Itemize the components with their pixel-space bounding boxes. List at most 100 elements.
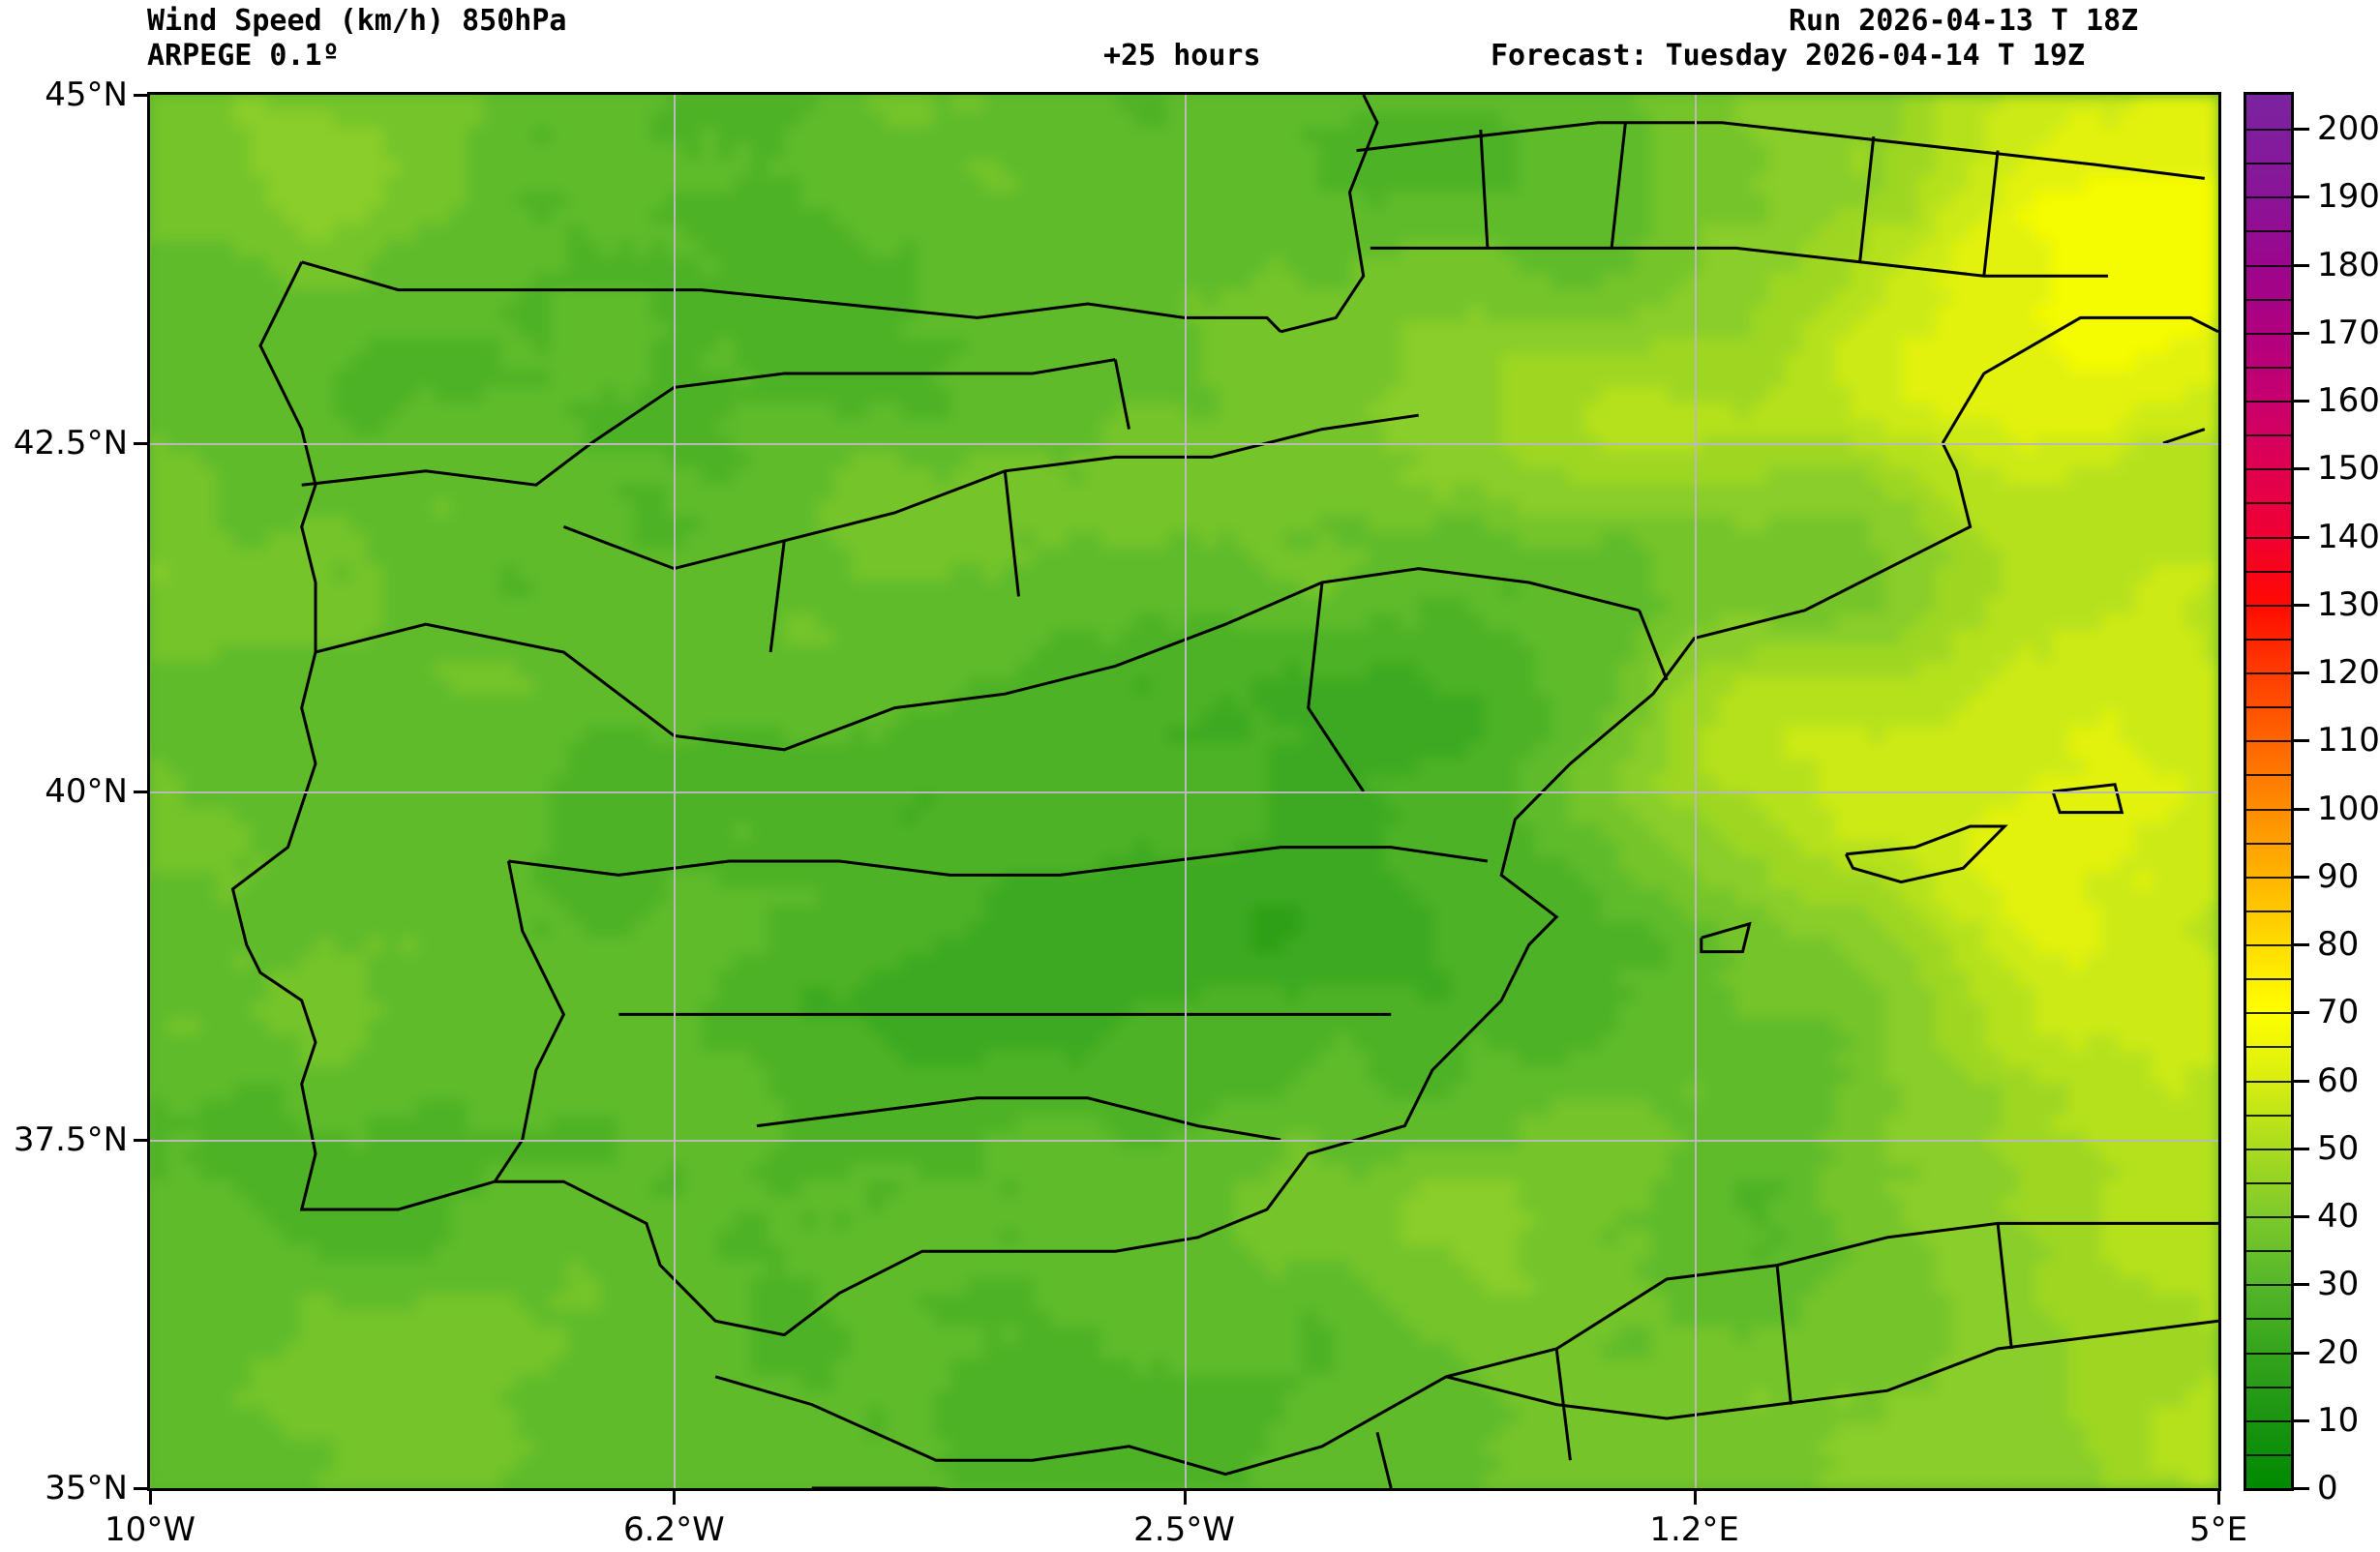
colorbar-tick: [2294, 331, 2309, 335]
colorbar-segment-line: [2246, 401, 2291, 403]
colorbar-tick: [2294, 807, 2309, 811]
colorbar-segment-line: [2246, 264, 2291, 267]
lon-tick-label: 5°E: [2188, 1510, 2248, 1549]
lat-tick: [134, 94, 147, 97]
colorbar-tick: [2294, 1418, 2309, 1422]
lat-tick-label: 45°N: [45, 75, 128, 114]
lon-tick: [149, 1491, 152, 1505]
lat-tick-label: 42.5°N: [13, 424, 128, 463]
colorbar-tick-label: 80: [2317, 925, 2360, 965]
lat-tick-label: 37.5°N: [13, 1120, 128, 1159]
colorbar-tick: [2294, 1283, 2309, 1287]
colorbar-tick-label: 70: [2317, 993, 2360, 1032]
colorbar-segment-line: [2246, 1284, 2291, 1287]
colorbar-segment-line: [2246, 842, 2291, 845]
model-label: ARPEGE 0.1º: [147, 39, 340, 73]
colorbar-tick-label: 150: [2317, 449, 2380, 489]
colorbar-segment-line: [2246, 740, 2291, 743]
colorbar-segment-line: [2246, 332, 2291, 335]
colorbar-tick-label: 110: [2317, 721, 2380, 761]
colorbar-tick: [2294, 875, 2309, 879]
colorbar-tick: [2294, 1079, 2309, 1083]
colorbar-segment-line: [2246, 1046, 2291, 1049]
colorbar-segment-line: [2246, 570, 2291, 573]
colorbar-segment-line: [2246, 638, 2291, 641]
colorbar-tick-label: 190: [2317, 177, 2380, 217]
colorbar-tick: [2294, 263, 2309, 267]
colorbar-tick: [2294, 535, 2309, 539]
colorbar-segment-line: [2246, 536, 2291, 539]
colorbar-segment-line: [2246, 1148, 2291, 1150]
wind-speed-contour-field: [150, 95, 2218, 1488]
colorbar-segment-line: [2246, 1419, 2291, 1422]
colorbar-tick: [2294, 1351, 2309, 1355]
colorbar-tick-label: 160: [2317, 381, 2380, 421]
colorbar-tick-label: 170: [2317, 313, 2380, 352]
colorbar-tick-label: 130: [2317, 584, 2380, 624]
colorbar-tick: [2294, 1215, 2309, 1219]
colorbar-segment-line: [2246, 706, 2291, 709]
colorbar-tick: [2294, 400, 2309, 403]
colorbar-segment-line: [2246, 1453, 2291, 1456]
lon-tick: [1693, 1491, 1697, 1505]
colorbar-tick: [2294, 603, 2309, 607]
map-plot-area[interactable]: [147, 92, 2221, 1491]
colorbar-tick-label: 120: [2317, 653, 2380, 693]
map-title: Wind Speed (km/h) 850hPa: [147, 4, 567, 38]
colorbar-tick-label: 30: [2317, 1265, 2360, 1304]
lat-tick: [134, 1139, 147, 1142]
colorbar-segment-line: [2246, 434, 2291, 437]
colorbar-tick: [2294, 128, 2309, 132]
colorbar-segment-line: [2246, 910, 2291, 912]
gridline-lon: [1184, 95, 1187, 1488]
lon-tick-label: 2.5°W: [1133, 1510, 1235, 1549]
colorbar-segment-line: [2246, 808, 2291, 811]
colorbar-tick-label: 0: [2317, 1469, 2338, 1507]
colorbar-tick: [2294, 1011, 2309, 1015]
gridline-lon: [1694, 95, 1697, 1488]
lat-tick: [134, 442, 147, 445]
colorbar-segment-line: [2246, 1318, 2291, 1321]
colorbar-tick: [2294, 672, 2309, 675]
colorbar-tick-label: 140: [2317, 517, 2380, 556]
colorbar-body: [2244, 92, 2294, 1491]
colorbar-tick-label: 50: [2317, 1128, 2360, 1168]
lat-tick-label: 35°N: [45, 1469, 128, 1507]
colorbar-segment-line: [2246, 774, 2291, 777]
colorbar-tick-label: 90: [2317, 856, 2360, 896]
colorbar-segment-line: [2246, 298, 2291, 301]
lat-tick: [134, 791, 147, 793]
colorbar-tick-label: 40: [2317, 1197, 2360, 1237]
gridline-lon: [674, 95, 677, 1488]
colorbar-tick: [2294, 1147, 2309, 1150]
colorbar-tick-label: 100: [2317, 789, 2380, 828]
run-time-label: Run 2026-04-13 T 18Z: [1789, 4, 2139, 38]
colorbar-segment-line: [2246, 163, 2291, 165]
lat-tick-label: 40°N: [45, 772, 128, 811]
colorbar-segment-line: [2246, 604, 2291, 607]
colorbar-segment-line: [2246, 366, 2291, 369]
colorbar-segment-line: [2246, 1012, 2291, 1015]
colorbar-tick: [2294, 943, 2309, 947]
forecast-valid-label: Forecast: Tuesday 2026-04-14 T 19Z: [1491, 39, 2086, 73]
colorbar-segment-line: [2246, 129, 2291, 132]
colorbar-segment-line: [2246, 1386, 2291, 1388]
coastline-and-borders-overlay: [230, 95, 2218, 1488]
lon-tick-label: 1.2°E: [1649, 1510, 1739, 1549]
colorbar-segment-line: [2246, 672, 2291, 675]
colorbar-segment-line: [2246, 230, 2291, 233]
colorbar-segment-line: [2246, 502, 2291, 505]
colorbar-tick-label: 20: [2317, 1332, 2360, 1372]
colorbar-segment-line: [2246, 1080, 2291, 1083]
colorbar-segment-line: [2246, 944, 2291, 947]
colorbar-tick: [2294, 195, 2309, 199]
lat-tick: [134, 1487, 147, 1490]
colorbar-tick-label: 10: [2317, 1400, 2360, 1440]
colorbar-segment-line: [2246, 468, 2291, 471]
lon-tick: [2217, 1491, 2220, 1505]
colorbar-tick: [2294, 1487, 2309, 1490]
colorbar-segment-line: [2246, 196, 2291, 199]
colorbar-segment-line: [2246, 1216, 2291, 1219]
colorbar-segment-line: [2246, 1250, 2291, 1253]
